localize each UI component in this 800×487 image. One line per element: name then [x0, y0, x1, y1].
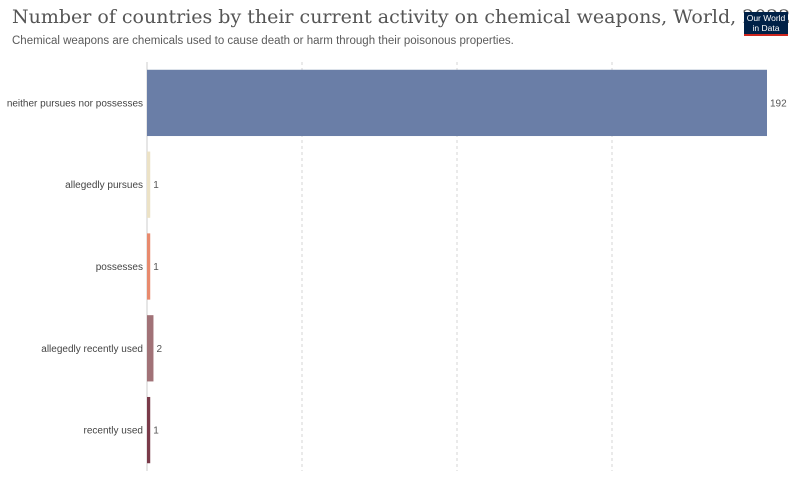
chart-title: Number of countries by their current act… [12, 6, 791, 28]
logo-line-2: in Data [752, 23, 780, 33]
bar [147, 233, 151, 300]
value-label: 1 [153, 262, 159, 273]
logo-line-1: Our World [746, 13, 786, 23]
category-label: allegedly recently used [41, 344, 143, 355]
bar [147, 69, 767, 137]
category-label: recently used [84, 426, 143, 437]
chart-subtitle: Chemical weapons are chemicals used to c… [12, 35, 514, 47]
value-label: 2 [156, 344, 162, 355]
bar [147, 396, 151, 464]
category-label: possesses [96, 262, 143, 273]
owid-logo[interactable]: Our World in Data [744, 12, 788, 36]
value-label: 1 [153, 426, 159, 437]
value-label: 1 [153, 180, 159, 191]
bar [147, 315, 154, 382]
category-label: neither pursues nor possesses [7, 98, 143, 109]
logo-stripe [744, 34, 788, 36]
value-label: 192 [770, 98, 787, 109]
category-label: allegedly pursues [65, 180, 143, 191]
bar [147, 151, 151, 218]
